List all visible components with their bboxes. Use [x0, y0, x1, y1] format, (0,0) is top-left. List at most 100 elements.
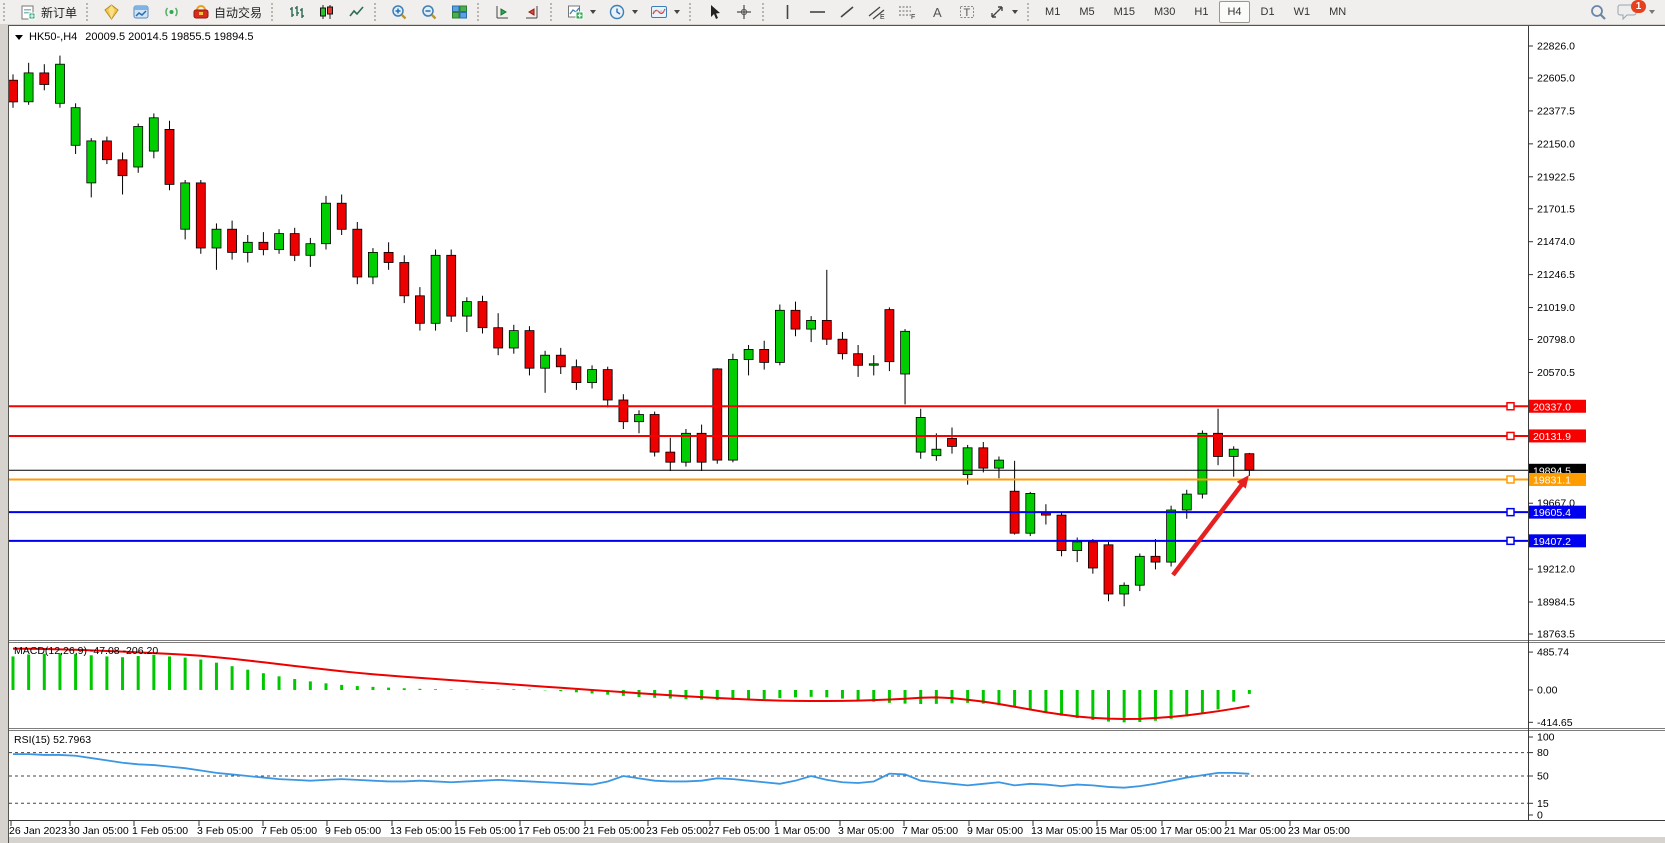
crosshair-tool-button[interactable] [729, 1, 759, 23]
time-axis-label: 21 Feb 05:00 [583, 825, 645, 837]
indicators-menu-button[interactable] [560, 1, 602, 23]
chart-shift-button[interactable] [487, 1, 517, 23]
chat-icon[interactable]: 1 [1615, 0, 1646, 21]
tile-windows-icon [450, 4, 468, 21]
candle-body [900, 330, 910, 375]
zoom-out-button[interactable] [414, 1, 444, 23]
auto-scroll-icon [523, 4, 541, 21]
dropdown-caret [590, 10, 597, 14]
zoom-in-button[interactable] [384, 1, 414, 23]
tile-windows-button[interactable] [444, 1, 474, 23]
chart-canvas[interactable]: 22826.0 22605.0 22377.5 22150.0 21922.5 21701… [9, 26, 1665, 843]
candle-body [1119, 584, 1130, 595]
signals-button[interactable] [156, 1, 186, 23]
toolbar-grip[interactable] [762, 3, 769, 21]
time-axis-label: 27 Feb 05:00 [708, 825, 770, 837]
autotrading-button[interactable]: 自动交易 [186, 1, 268, 23]
time-axis-label: 17 Mar 05:00 [1160, 825, 1222, 837]
price-line-handle[interactable] [1506, 431, 1515, 441]
vertical-line-tool-button[interactable] [772, 1, 802, 23]
top-toolbar: 新订单 自动交易 [0, 0, 1665, 24]
time-axis-label: 9 Mar 05:00 [967, 825, 1023, 837]
bar-chart-mode-button[interactable] [281, 1, 311, 23]
price-line-handle[interactable] [1506, 475, 1515, 484]
price-line-tag-label: 20337.0 [1533, 401, 1571, 413]
time-axis-label: 30 Jan 05:00 [68, 825, 129, 837]
timeframe-w1[interactable]: W1 [1293, 6, 1311, 18]
charts-profile-button[interactable] [126, 1, 156, 23]
price-line-tag [1529, 472, 1586, 486]
candle-body [289, 233, 300, 256]
macd-indicator-label: MACD(12,26,9) -47.08 -206.20 [14, 645, 159, 657]
timeframe-h4[interactable]: H4 [1219, 1, 1250, 23]
arrows-tool-button[interactable] [982, 1, 1024, 23]
auto-scroll-button[interactable] [517, 1, 547, 23]
horizontal-line-tool-button[interactable] [802, 1, 832, 23]
time-axis-label: 1 Mar 05:00 [774, 825, 830, 837]
candle-body [305, 243, 316, 256]
timeframe-h1[interactable]: H1 [1194, 6, 1209, 18]
toolbar-grip[interactable] [86, 3, 93, 21]
toolbar-grip[interactable] [689, 3, 696, 21]
macd-axis-label: -414.65 [1537, 717, 1573, 729]
fibonacci-tool-button[interactable]: F [892, 1, 922, 23]
add-indicator-icon [566, 4, 584, 21]
price-line-handle[interactable] [1506, 507, 1515, 517]
trend-arrow[interactable] [1171, 481, 1245, 577]
candle-body [806, 319, 816, 330]
periods-menu-button[interactable] [602, 1, 644, 23]
trendline-tool-button[interactable] [832, 1, 862, 23]
price-line-handle[interactable] [1506, 536, 1515, 546]
ohlc-bars-icon [287, 4, 305, 21]
equidistant-channel-tool-button[interactable]: E [862, 1, 892, 23]
toolbar-grip[interactable] [374, 3, 381, 21]
toolbar-grip[interactable] [1027, 3, 1034, 21]
new-order-button[interactable]: 新订单 [13, 1, 83, 23]
price-line-tag-label: 19831.1 [1533, 474, 1571, 486]
time-axis-label: 3 Feb 05:00 [197, 825, 253, 837]
clock-icon [608, 4, 626, 21]
candle-body [102, 140, 112, 161]
price-line-handle[interactable] [1506, 402, 1515, 411]
price-axis-label: 20570.5 [1537, 367, 1575, 379]
timeframe-m30[interactable]: M30 [1154, 6, 1176, 18]
timeframe-m1[interactable]: M1 [1045, 6, 1061, 18]
toolbar-grip[interactable] [477, 3, 484, 21]
candle-body [618, 399, 629, 423]
cursor-tool-button[interactable] [699, 1, 729, 23]
candle-body [821, 319, 832, 340]
candlestick-mode-button[interactable] [311, 1, 341, 23]
candle-body [274, 233, 285, 250]
line-chart-mode-button[interactable] [341, 1, 371, 23]
candle-body [1228, 448, 1239, 457]
toolbar-grip[interactable] [550, 3, 557, 21]
time-axis-label: 7 Feb 05:00 [261, 825, 317, 837]
candle-body [211, 228, 222, 249]
time-axis-label: 23 Mar 05:00 [1288, 825, 1350, 837]
candle-body [352, 228, 363, 278]
cursor-arrow-icon [705, 4, 723, 21]
window-bottom-edge [9, 837, 1665, 843]
svg-text:T: T [963, 7, 970, 19]
candle-body [1150, 555, 1161, 563]
text-tool-button[interactable]: A [922, 1, 952, 23]
new-order-icon [19, 4, 37, 21]
candle-body [9, 79, 18, 103]
time-axis-label: 3 Mar 05:00 [838, 825, 894, 837]
chart-expand-icon[interactable] [15, 34, 23, 40]
timeframe-d1[interactable]: D1 [1260, 6, 1275, 18]
timeframe-m5[interactable]: M5 [1079, 6, 1095, 18]
candle-body [430, 254, 441, 324]
toolbar-overflow-chevron[interactable] [1649, 10, 1655, 14]
mql-community-button[interactable] [96, 1, 126, 23]
search-icon[interactable] [1589, 4, 1607, 21]
macd-axis-label: 0.00 [1537, 684, 1558, 696]
templates-menu-button[interactable] [644, 1, 686, 23]
timeframe-mn[interactable]: MN [1329, 6, 1347, 18]
timeframe-m15[interactable]: M15 [1113, 6, 1135, 18]
toolbar-grip[interactable] [271, 3, 278, 21]
text-label-tool-button[interactable]: T [952, 1, 982, 23]
chart-window[interactable]: HK50-,H4 20009.5 20014.5 19855.5 19894.5… [8, 25, 1665, 843]
candle-body [728, 359, 738, 461]
toolbar-grip[interactable] [3, 3, 10, 21]
